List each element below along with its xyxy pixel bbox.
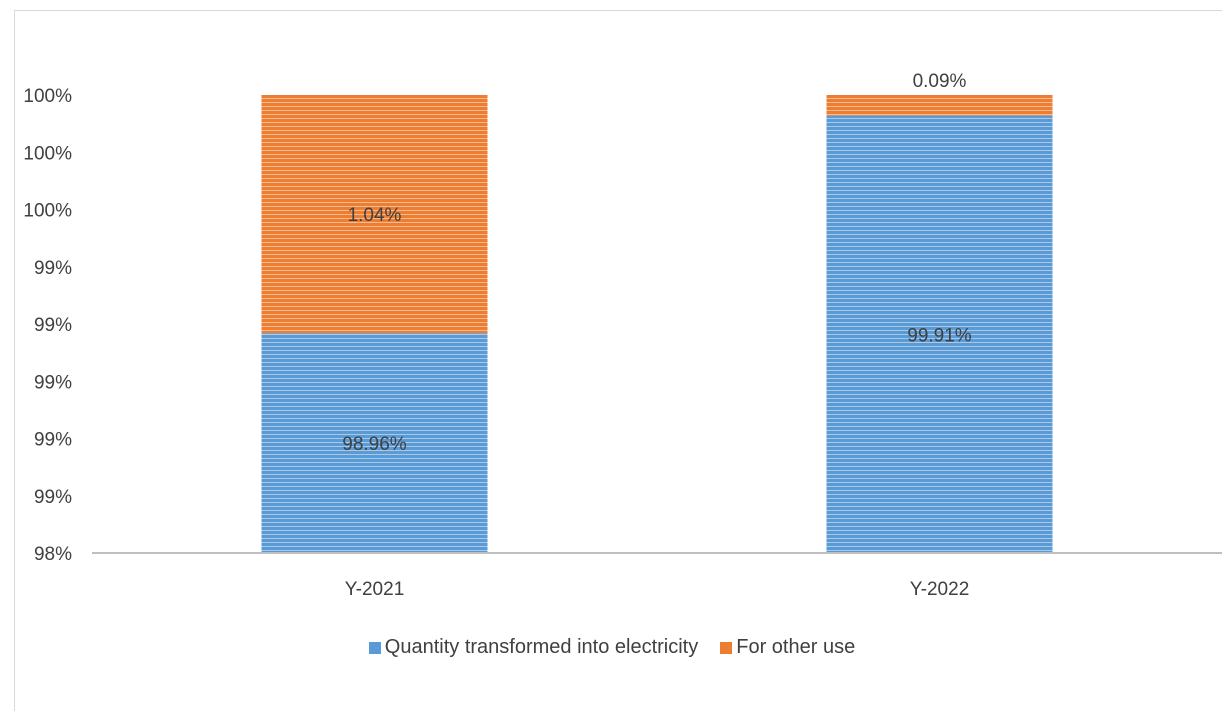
legend-label: For other use bbox=[736, 636, 856, 658]
chart-frame bbox=[14, 10, 1222, 711]
y-tick-label: 99% bbox=[34, 315, 72, 336]
data-label: 1.04% bbox=[348, 205, 402, 226]
y-tick-label: 99% bbox=[34, 258, 72, 279]
x-tick-label: Y-2021 bbox=[345, 579, 405, 600]
data-label: 0.09% bbox=[913, 71, 967, 92]
legend-item: Quantity transformed into electricity bbox=[368, 636, 699, 659]
bar-segment bbox=[826, 115, 1053, 554]
x-tick-label: Y-2022 bbox=[910, 579, 970, 600]
y-tick-label: 100% bbox=[23, 201, 72, 222]
y-tick-label: 98% bbox=[34, 544, 72, 565]
bar-segment bbox=[826, 95, 1053, 116]
y-tick-label: 100% bbox=[23, 143, 72, 164]
data-label: 99.91% bbox=[907, 325, 972, 346]
stacked-bar-chart: 98% 99% 99% 99% 99% 99% 100% 100% 100% Y-2021 Y-2… bbox=[23, 71, 1222, 600]
bar-segment bbox=[261, 333, 488, 553]
y-tick-label: 99% bbox=[34, 487, 72, 508]
chart-legend: Quantity transformed into electricity For… bbox=[0, 636, 1224, 659]
y-tick-label: 99% bbox=[34, 372, 72, 393]
legend-swatch bbox=[368, 641, 381, 654]
y-tick-label: 99% bbox=[34, 430, 72, 451]
data-label: 98.96% bbox=[342, 434, 407, 455]
y-tick-label: 100% bbox=[23, 86, 72, 107]
legend-item: For other use bbox=[720, 636, 855, 659]
legend-swatch bbox=[720, 641, 733, 654]
legend-label: Quantity transformed into electricity bbox=[384, 636, 699, 658]
bar-segment bbox=[261, 95, 488, 334]
